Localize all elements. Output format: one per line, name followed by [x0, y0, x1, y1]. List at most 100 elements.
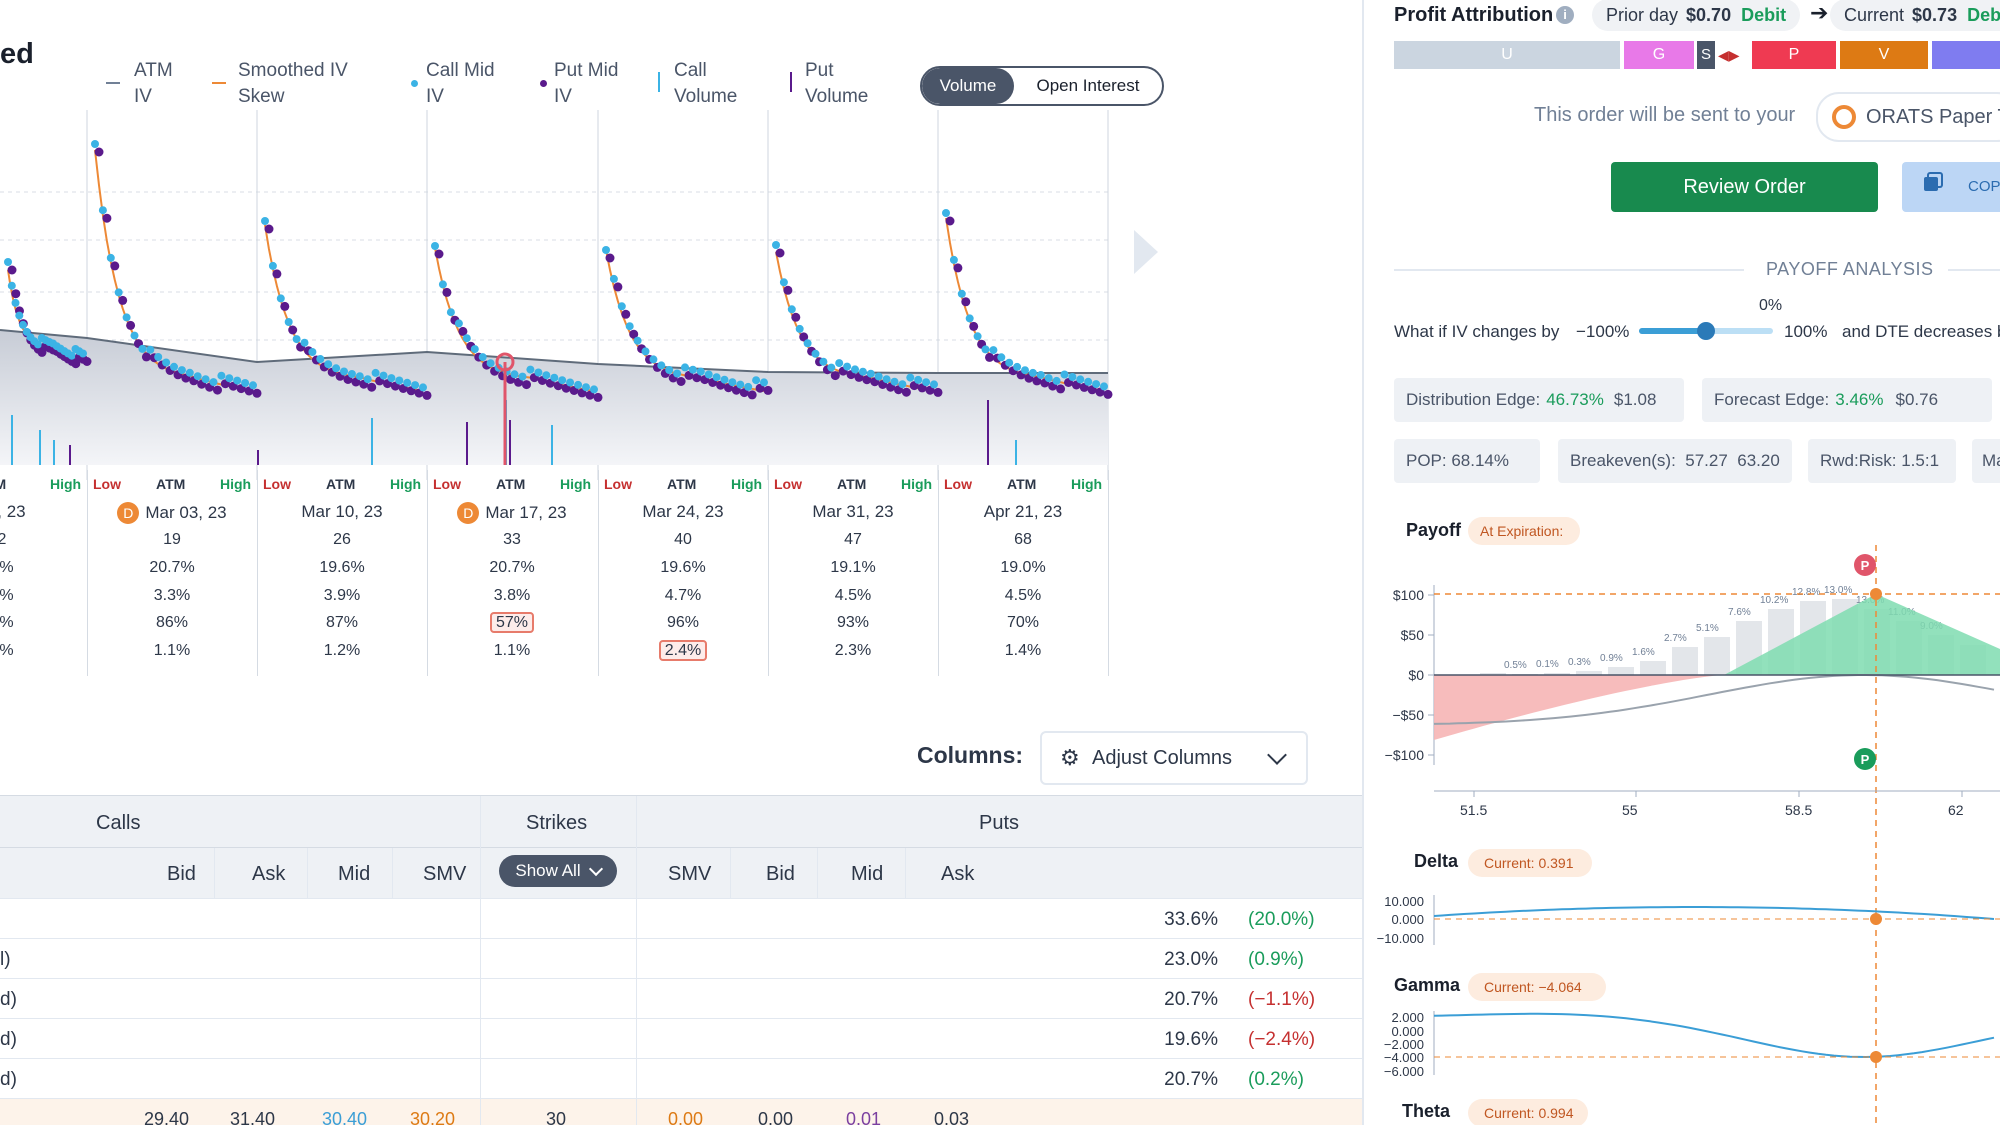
- table-row[interactable]: d) 20.7% (0.2%): [0, 1058, 1362, 1099]
- dte-text: and DTE decreases b: [1842, 322, 2000, 341]
- call-mid-iv-point: [462, 334, 471, 343]
- expiry-value: 2.3%: [834, 642, 872, 659]
- show-all-button[interactable]: Show All: [499, 855, 617, 887]
- col-divider: [636, 796, 637, 898]
- table-column-divider: [768, 470, 769, 676]
- table-row[interactable]: d) 20.7% (−1.1%): [0, 978, 1362, 1019]
- cell-strike: 30: [546, 1109, 567, 1125]
- col-divider: [480, 796, 481, 898]
- dist-label: Distribution Edge:: [1406, 390, 1541, 409]
- volume-oi-toggle[interactable]: Volume Open Interest: [920, 66, 1164, 106]
- smoothed-iv-legend-mark: [212, 82, 226, 84]
- review-order-button[interactable]: Review Order: [1611, 162, 1878, 212]
- row-left-text: d): [0, 1029, 17, 1050]
- probability-bar: [1544, 673, 1570, 675]
- axis-high-label: High: [731, 476, 763, 492]
- iv-prefix: What if IV changes by: [1394, 322, 1560, 341]
- put-mid-iv-point: [676, 377, 686, 386]
- gamma-y-label: −6.000: [1384, 1064, 1424, 1079]
- call-mid-iv-point: [997, 353, 1006, 362]
- call-mid-iv-point: [79, 349, 87, 358]
- table-row[interactable]: d) 19.6% (−2.4%): [0, 1018, 1362, 1059]
- col-divider: [480, 1099, 481, 1125]
- delta-y-label: −10.000: [1377, 931, 1424, 946]
- call-mid-iv-point: [1028, 368, 1037, 377]
- put-mid-iv-point: [830, 371, 840, 381]
- iv-slider-thumb[interactable]: [1697, 322, 1715, 340]
- profit-area: [1724, 594, 2000, 675]
- put-mid-iv-point: [94, 147, 104, 157]
- prior-day-label: Prior day: [1606, 4, 1679, 25]
- gamma-current-badge: [1468, 973, 1606, 1001]
- call-mid-iv-point: [534, 368, 543, 377]
- col-call-smv[interactable]: SMV: [423, 863, 467, 885]
- table-row[interactable]: l) 23.0% (0.9%): [0, 938, 1362, 979]
- col-put-ask[interactable]: Ask: [941, 863, 975, 885]
- col-call-ask[interactable]: Ask: [252, 863, 286, 885]
- expiry-value: 2.4%: [658, 640, 708, 661]
- info-icon[interactable]: i: [1556, 6, 1574, 24]
- call-mid-iv-point: [454, 319, 463, 328]
- col-put-bid[interactable]: Bid: [766, 863, 795, 885]
- call-mid-iv-point: [162, 358, 171, 367]
- call-mid-iv-point: [787, 305, 796, 314]
- expiry-value: 57%: [489, 612, 535, 633]
- toggle-open-interest[interactable]: Open Interest: [1036, 76, 1140, 95]
- call-mid-iv-point: [673, 369, 682, 378]
- table-row-strike[interactable]: 29.40 31.40 30.40 30.20 30 0.00 0.00 0.01 0.03: [0, 1098, 1362, 1125]
- copy-button[interactable]: COP: [1902, 162, 2000, 212]
- broker-select[interactable]: ORATS Paper T: [1816, 92, 2000, 142]
- probability-label: 10.2%: [1760, 595, 1788, 606]
- row-left-text: l): [0, 949, 11, 970]
- adjust-columns-dropdown[interactable]: ⚙ Adjust Columns: [1040, 731, 1308, 785]
- call-mid-iv-point: [292, 335, 301, 344]
- attr-segment-u[interactable]: U: [1394, 41, 1620, 69]
- table-row[interactable]: 33.6% (20.0%): [0, 898, 1362, 939]
- axis-low-label: Low: [604, 476, 632, 492]
- orats-logo-icon: [1832, 105, 1856, 129]
- expiry-value: 19.6%: [319, 559, 365, 576]
- col-call-bid[interactable]: Bid: [167, 863, 196, 885]
- expiry-value: 2%: [0, 587, 14, 604]
- row-iv-value: 33.6%: [1164, 909, 1218, 930]
- call-mid-iv-point: [779, 278, 788, 287]
- col-put-smv[interactable]: SMV: [668, 863, 712, 885]
- call-mid-iv-point: [665, 366, 674, 374]
- next-arrow[interactable]: [1134, 230, 1158, 274]
- attribution-bar: U G S ◀▶ P V: [1394, 41, 2000, 69]
- payoff-y-label: $100: [1393, 587, 1424, 603]
- call-mid-iv-point: [890, 377, 899, 386]
- col-call-mid[interactable]: Mid: [338, 863, 371, 885]
- probability-label: 0.5%: [1504, 660, 1527, 671]
- attr-segment-p[interactable]: P: [1752, 41, 1836, 69]
- axis-atm-label: ATM: [837, 476, 867, 492]
- toggle-volume[interactable]: Volume: [922, 68, 1014, 104]
- attr-segment-s[interactable]: S: [1697, 41, 1715, 69]
- call-mid-iv-point: [395, 376, 404, 385]
- probability-bar: [1672, 647, 1698, 675]
- expiry-cell-r2: 3.9%: [282, 587, 402, 605]
- expiry-cell-dte: 68: [963, 531, 1083, 549]
- call-mid-iv-point: [114, 288, 123, 297]
- put-mid-iv-point: [783, 285, 793, 295]
- payoff-y-label: −$50: [1392, 707, 1424, 723]
- iv-slider[interactable]: [1639, 322, 1773, 340]
- cell-pmid: 0.01: [846, 1109, 882, 1125]
- at-expiration-badge[interactable]: At Expiration:: [1468, 517, 1580, 545]
- smoothed-iv-curve: [945, 217, 1105, 392]
- axis-atm-label: ATM: [326, 476, 356, 492]
- put-mid-iv-point: [593, 392, 603, 402]
- expiry-value: 86%: [155, 614, 189, 631]
- attr-segment-extra[interactable]: [1932, 41, 2000, 69]
- gear-icon: ⚙: [1060, 745, 1080, 770]
- cell-bid: 29.40: [144, 1109, 190, 1125]
- cell-smv: 30.20: [410, 1109, 456, 1125]
- expiry-cell-r4: 1.4%: [963, 642, 1083, 660]
- attr-segment-g[interactable]: G: [1624, 41, 1694, 69]
- col-put-mid[interactable]: Mid: [851, 863, 884, 885]
- gamma-y-label: 0.000: [1391, 1024, 1424, 1039]
- axis-low-label: Low: [93, 476, 121, 492]
- attr-segment-v[interactable]: V: [1840, 41, 1928, 69]
- row-iv-change: (0.2%): [1248, 1069, 1304, 1090]
- expiry-value: 3.8%: [493, 587, 531, 604]
